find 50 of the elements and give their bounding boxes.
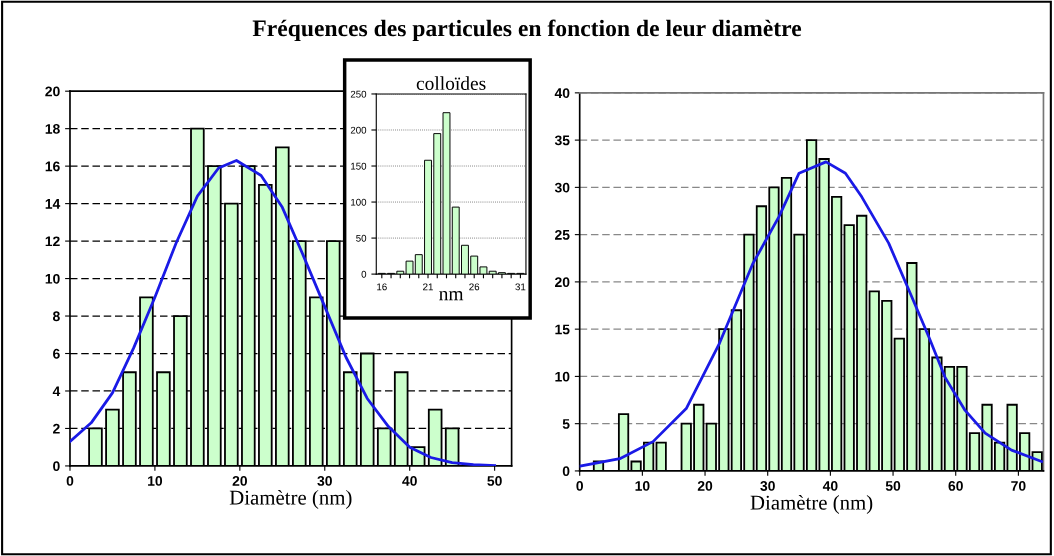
x-tick-label: 50 — [885, 481, 901, 491]
x-tick-label: 10 — [635, 481, 650, 491]
y-tick-label: 0 — [562, 466, 570, 477]
y-tick-label: 15 — [555, 324, 570, 335]
y-tick-label: 40 — [554, 88, 570, 99]
y-tick-label: 10 — [555, 371, 570, 382]
y-tick-label: 12 — [45, 236, 60, 247]
line-series — [69, 159, 497, 466]
x-tick-label: 0 — [576, 481, 583, 491]
y-tick-label: 0 — [361, 270, 367, 278]
x-tick-label: 26 — [469, 283, 480, 291]
x-tick-label: 0 — [66, 476, 74, 486]
line-series — [579, 160, 1043, 468]
y-tick-label: 100 — [351, 198, 367, 206]
y-tick-label: 20 — [45, 86, 60, 97]
x-tick-label: 50 — [487, 476, 502, 486]
y-tick-label: 18 — [45, 123, 60, 134]
x-tick-label: 20 — [232, 476, 247, 486]
x-tick-label: 21 — [423, 283, 433, 291]
x-tick-label: 40 — [822, 481, 838, 491]
y-tick-label: 10 — [45, 273, 60, 284]
y-tick-label: 6 — [53, 348, 60, 359]
y-tick-label: 4 — [52, 386, 61, 397]
y-tick-label: 5 — [562, 419, 570, 429]
x-tick-label: 70 — [1011, 481, 1026, 491]
x-tick-label: 60 — [948, 481, 963, 491]
y-tick-label: 50 — [356, 234, 367, 242]
x-tick-label: 20 — [697, 481, 713, 491]
x-tick-label: 30 — [760, 481, 775, 491]
x-tick-label: 10 — [148, 476, 163, 486]
y-tick-label: 200 — [350, 126, 367, 134]
x-tick-label: 16 — [377, 283, 387, 291]
x-tick-label: 30 — [317, 476, 332, 486]
y-tick-label: 16 — [45, 161, 60, 172]
chart-title: Fréquences des particules en fonction de leur diamètre — [252, 19, 802, 42]
y-tick-label: 150 — [351, 162, 367, 170]
y-tick-label: 8 — [52, 311, 60, 322]
x-axis-title: Diamètre (nm) — [229, 489, 352, 509]
x-axis-title: nm — [439, 290, 464, 301]
y-tick-label: 30 — [554, 182, 570, 193]
x-axis-title: Diamètre (nm) — [750, 494, 873, 514]
y-tick-label: 0 — [53, 461, 60, 472]
y-tick-label: 35 — [554, 135, 570, 146]
y-tick-label: 2 — [53, 423, 60, 434]
x-tick-label: 31 — [515, 283, 526, 291]
y-tick-label: 14 — [45, 199, 61, 209]
y-tick-label: 25 — [555, 229, 570, 240]
x-tick-label: 40 — [402, 476, 417, 486]
y-tick-label: 250 — [350, 90, 367, 98]
chart-title: colloïdes — [416, 76, 486, 91]
